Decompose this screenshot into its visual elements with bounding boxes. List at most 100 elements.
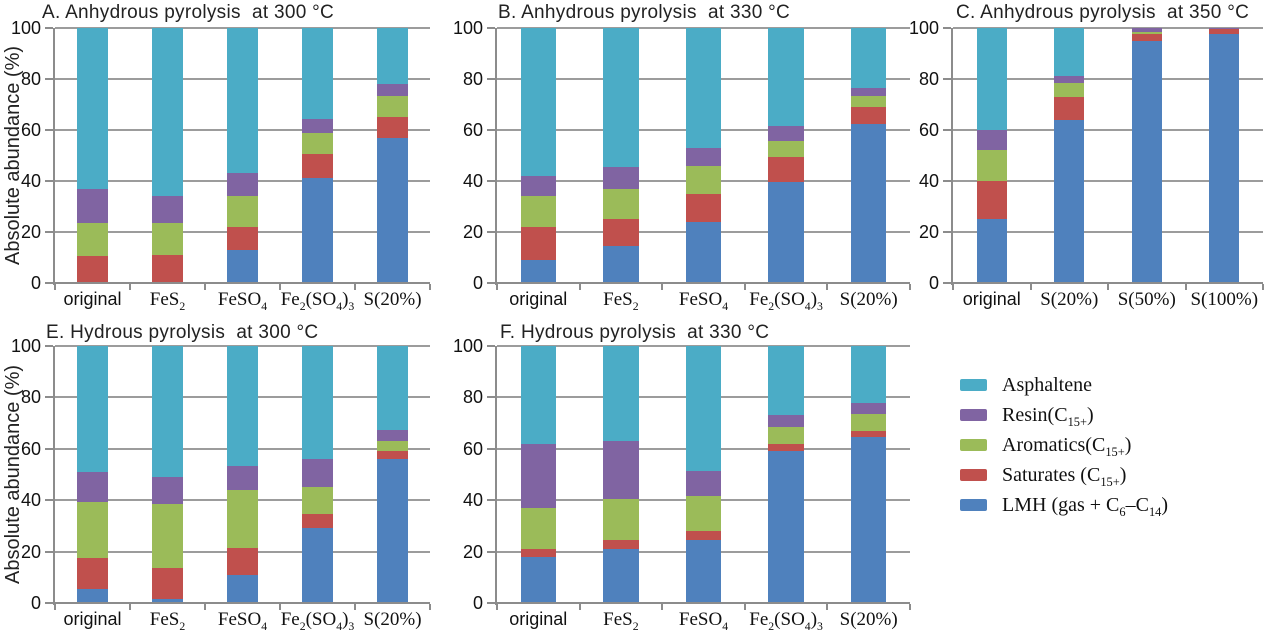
bar-segment <box>227 547 258 575</box>
y-tick <box>943 129 951 131</box>
bar-segment <box>603 346 639 442</box>
legend-item-asphaltene: Asphaltene <box>960 372 1092 398</box>
y-axis-line <box>495 346 497 605</box>
bar-segment <box>850 123 887 283</box>
bar-segment <box>520 196 557 227</box>
stacked-bar <box>152 346 183 603</box>
y-tick <box>487 499 495 502</box>
y-tick <box>487 396 495 399</box>
bar-segment <box>377 459 408 603</box>
bar-segment <box>77 558 108 589</box>
bar-segment <box>685 531 722 541</box>
y-tick-label: 100 <box>908 18 939 38</box>
x-tick-label: Fe2(SO4)3 <box>280 289 355 313</box>
x-tick <box>204 604 206 610</box>
x-tick <box>952 284 954 290</box>
stacked-bar <box>227 28 258 283</box>
stacked-bar <box>227 346 258 603</box>
x-tick-label: FeSO4 <box>678 609 729 631</box>
bar-segment <box>850 402 887 415</box>
stacked-bar <box>768 28 804 283</box>
x-tick <box>496 284 498 290</box>
bar-segment <box>603 540 639 550</box>
bar-segment <box>302 178 333 283</box>
x-tick <box>129 284 131 290</box>
bar-segment <box>302 154 333 179</box>
y-tick <box>487 180 495 182</box>
y-tick <box>943 282 951 284</box>
y-tick-label: 0 <box>30 593 41 613</box>
bar-segment <box>520 346 557 444</box>
bar-segment <box>1054 82 1085 97</box>
x-tick-label: original <box>63 289 122 309</box>
y-tick <box>45 602 53 604</box>
x-tick-label: original <box>962 289 1021 309</box>
bar-segment <box>302 28 333 119</box>
y-tick <box>487 282 495 284</box>
x-tick <box>204 284 206 290</box>
x-tick <box>661 604 664 610</box>
y-tick <box>487 27 495 29</box>
x-tick <box>578 604 581 610</box>
bar-segment <box>850 414 887 431</box>
y-tick-label: 60 <box>918 120 939 140</box>
legend-label: LMH (gas + C6–C14) <box>1002 493 1168 519</box>
bar-segment <box>77 501 108 559</box>
bar-segment <box>377 346 408 430</box>
y-tick-label: 40 <box>20 171 41 191</box>
x-tick <box>826 604 829 610</box>
bar-segment <box>1131 28 1162 32</box>
bar-segment <box>768 141 804 157</box>
y-tick <box>45 78 53 80</box>
bar-segment <box>1209 28 1240 29</box>
bar-segment <box>77 588 108 603</box>
bar-segment <box>377 28 408 85</box>
bar-segment <box>768 426 804 444</box>
x-tick <box>826 284 829 290</box>
bar-segment <box>377 84 408 96</box>
x-tick <box>354 604 356 610</box>
y-tick-label: 80 <box>20 69 41 89</box>
legend-label: Resin(C15+) <box>1002 403 1094 429</box>
bar-segment <box>850 107 887 124</box>
bar-segment <box>976 181 1007 220</box>
stacked-bar <box>520 28 557 283</box>
gridline <box>953 180 1263 182</box>
y-tick-label: 80 <box>462 69 483 89</box>
bar-segment <box>152 477 183 505</box>
bar-segment <box>227 465 258 490</box>
y-tick <box>487 129 495 131</box>
bar-segment <box>768 28 804 127</box>
legend-item-aromatics: Aromatics(C15+) <box>960 432 1131 458</box>
gridline <box>953 129 1263 131</box>
x-tick <box>1029 284 1032 290</box>
x-tick-label: S(20%) <box>839 289 898 310</box>
x-tick <box>496 604 498 610</box>
x-tick-label: original <box>63 609 122 629</box>
y-tick <box>487 345 495 347</box>
y-tick-label: 100 <box>452 336 483 356</box>
chart-panel-e: E. Hydrous pyrolysis at 300 °C Absolute … <box>0 320 440 631</box>
stacked-bar <box>1131 28 1162 283</box>
bar-segment <box>520 28 557 176</box>
y-tick-label: 100 <box>10 336 41 356</box>
y-tick <box>45 447 53 450</box>
x-tick <box>429 284 431 290</box>
x-tick <box>1262 284 1264 290</box>
bar-segment <box>302 118 333 133</box>
y-tick-label: 0 <box>472 593 483 613</box>
bar-segment <box>603 441 639 499</box>
asphaltene-swatch-icon <box>960 379 987 391</box>
bar-segment <box>77 471 108 502</box>
bar-segment <box>1054 119 1085 283</box>
y-tick-label: 40 <box>20 490 41 511</box>
stacked-bar <box>768 346 804 603</box>
y-tick <box>45 396 53 399</box>
bar-segment <box>152 599 183 603</box>
bar-segment <box>152 254 183 282</box>
gridline <box>953 78 1263 80</box>
chart-title-e: E. Hydrous pyrolysis at 300 °C <box>46 322 319 343</box>
y-tick <box>487 231 495 233</box>
y-axis-line <box>53 346 55 605</box>
bar-segment <box>77 256 108 282</box>
